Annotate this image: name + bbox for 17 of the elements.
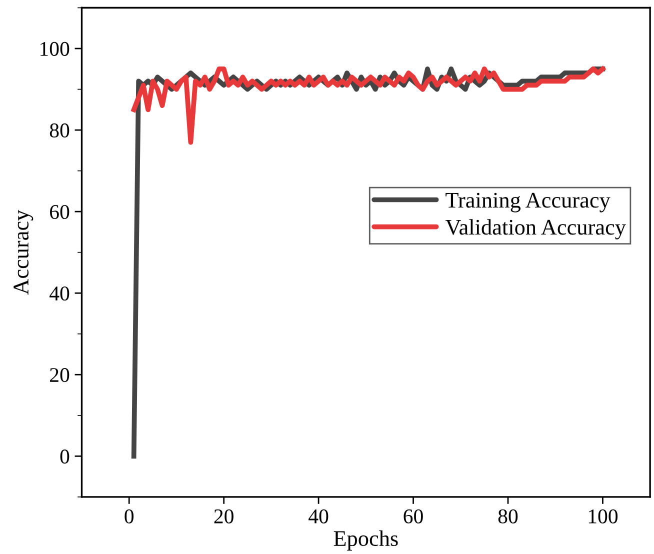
y-tick-label: 60 [50,204,70,220]
x-axis-title: Epochs [334,530,398,551]
x-tick-label: 40 [308,509,328,524]
y-tick-label: 100 [40,42,70,56]
y-tick-label: 20 [50,368,70,382]
x-tick-label: 60 [404,509,423,524]
y-tick-label: 40 [50,286,70,301]
y-tick-label: 0 [60,450,70,464]
x-tick-label: 100 [588,509,618,524]
x-tick-label: 20 [214,509,234,524]
legend-label: Training Accuracy [446,192,610,212]
y-axis-title: Accuracy [14,210,34,295]
y-tick-label: 80 [50,123,70,138]
legend-label: Validation Accuracy [445,219,626,240]
x-tick-label: 0 [124,509,134,524]
x-tick-label: 80 [498,509,518,524]
line-series [131,66,606,145]
